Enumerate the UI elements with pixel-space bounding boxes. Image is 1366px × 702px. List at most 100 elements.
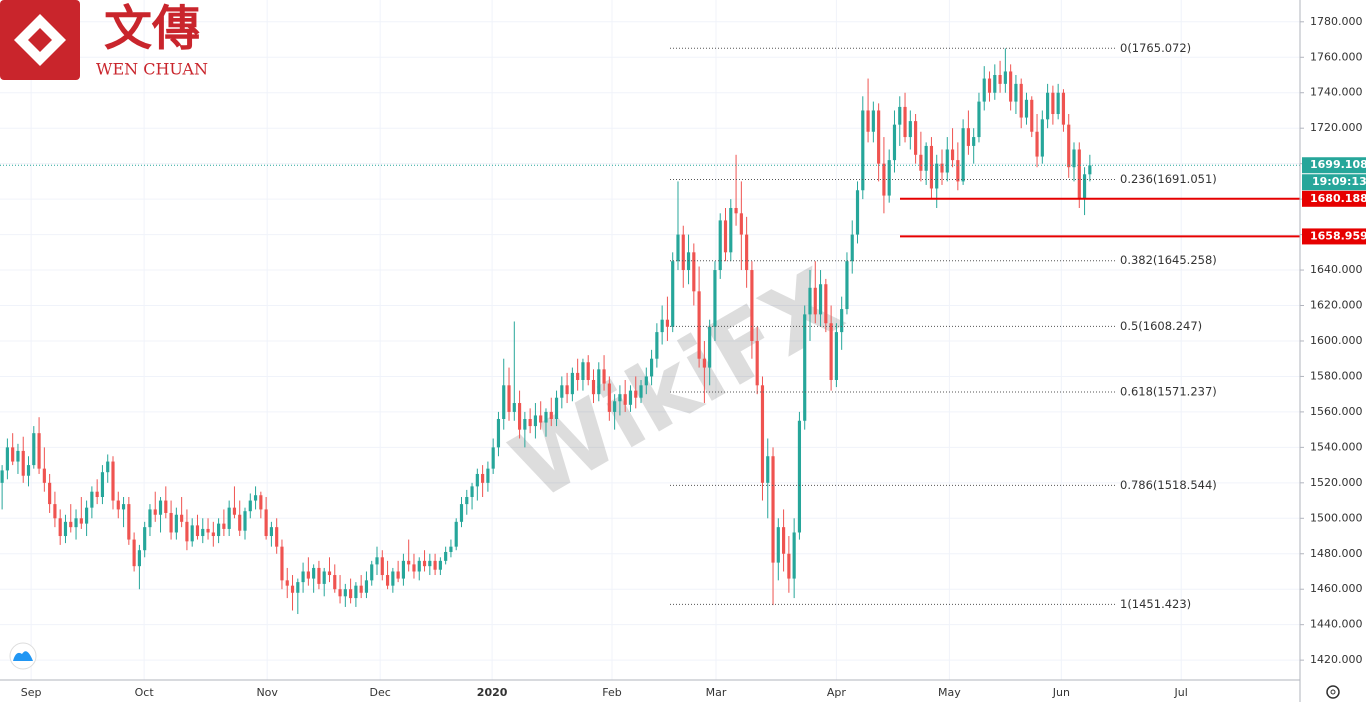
- candle-body: [391, 571, 395, 586]
- level-box: [1302, 228, 1366, 245]
- candle-body: [1003, 71, 1007, 84]
- candle-body: [174, 514, 178, 533]
- candle-body: [734, 207, 738, 214]
- y-tick-label: 1620.000: [1310, 299, 1363, 312]
- y-tick-label: 1780.000: [1310, 15, 1363, 28]
- gear[interactable]: [1326, 685, 1340, 699]
- candle-body: [401, 560, 405, 579]
- candle-body: [824, 284, 828, 324]
- candle-body: [79, 518, 83, 524]
- candle-body: [275, 527, 279, 547]
- candle-body: [95, 491, 99, 498]
- candle-body: [116, 500, 120, 510]
- candle-body: [354, 585, 358, 599]
- candle-body: [1046, 92, 1050, 120]
- candle-body: [613, 401, 617, 412]
- candle-body: [32, 433, 36, 466]
- candle-body: [671, 261, 675, 327]
- candle-body: [1014, 83, 1018, 102]
- candle-body: [914, 121, 918, 155]
- candle-body: [449, 546, 453, 552]
- gear-center: [1330, 689, 1336, 695]
- candle-body: [148, 509, 152, 528]
- fib-label: 0.5(1608.247): [1120, 319, 1202, 333]
- candle-body: [676, 234, 680, 262]
- fib-label: 0.382(1645.258): [1120, 253, 1217, 267]
- settings-icon[interactable]: [1326, 685, 1340, 699]
- candle-body: [528, 418, 532, 427]
- candle-body: [681, 234, 685, 271]
- candle-body: [269, 527, 273, 537]
- candle-body: [502, 385, 506, 419]
- candle-body: [581, 362, 585, 380]
- candle-body: [158, 500, 163, 515]
- candle-body: [861, 110, 865, 191]
- candle-body: [898, 106, 902, 125]
- candle-body: [950, 149, 955, 161]
- candle-body: [475, 473, 479, 487]
- candle-body: [121, 504, 126, 510]
- candle-body: [190, 525, 194, 542]
- candle-body: [486, 468, 490, 483]
- candle-body: [507, 385, 511, 412]
- candle-body: [1067, 124, 1071, 168]
- candle-body: [312, 567, 316, 579]
- logo: 文傳 WEN CHUAN: [0, 0, 208, 80]
- candle-body: [217, 523, 221, 537]
- candle-body: [607, 383, 611, 412]
- current-price-box: [1302, 157, 1366, 174]
- candle-body: [349, 589, 353, 599]
- candle-body: [26, 465, 31, 476]
- candle-body: [48, 482, 52, 505]
- candle-body: [433, 560, 437, 570]
- candle-body: [644, 376, 648, 386]
- candle-body: [792, 532, 796, 579]
- x-tick-label: Jul: [1174, 686, 1188, 699]
- candle-body: [549, 411, 553, 419]
- candle-body: [650, 358, 654, 377]
- y-tick-label: 1560.000: [1310, 405, 1363, 418]
- candle-body: [143, 527, 147, 551]
- candle-body: [21, 450, 25, 476]
- candle-body: [750, 270, 754, 341]
- candle-body: [407, 560, 411, 565]
- candle-body: [570, 372, 574, 395]
- countdown-label: 19:09:13: [1312, 175, 1366, 188]
- candle-body: [1035, 131, 1039, 157]
- candle-body: [977, 101, 981, 138]
- candle-body: [1077, 149, 1081, 200]
- candle-body: [85, 507, 89, 524]
- y-tick-label: 1720.000: [1310, 121, 1363, 134]
- candle-body: [280, 546, 284, 581]
- candle-body: [248, 500, 252, 512]
- candle-body: [533, 415, 538, 427]
- candle-body: [634, 390, 638, 398]
- level-box: [1302, 190, 1366, 207]
- candle-body: [929, 145, 934, 189]
- logo-cn: 文傳: [104, 1, 200, 57]
- candle-body: [454, 521, 458, 547]
- candle-body: [396, 571, 400, 579]
- candle-body: [639, 385, 643, 398]
- candle-body: [132, 539, 136, 567]
- candle-body: [53, 504, 57, 519]
- candle-body: [444, 551, 448, 561]
- candle-body: [211, 532, 215, 537]
- candle-body: [877, 110, 881, 164]
- candle-body: [11, 447, 15, 462]
- y-tick-label: 1540.000: [1310, 440, 1363, 453]
- y-tick-label: 1440.000: [1310, 618, 1363, 631]
- candle-body: [253, 495, 258, 501]
- current-price-label: 1699.108: [1310, 158, 1366, 171]
- candle-body: [127, 504, 131, 540]
- candle-body: [866, 110, 870, 132]
- candle-body: [956, 160, 960, 182]
- candle-body: [797, 420, 802, 533]
- candle-body: [924, 145, 928, 171]
- candle-body: [227, 507, 231, 529]
- x-tick-label: Feb: [602, 686, 621, 699]
- candle-body: [327, 571, 332, 576]
